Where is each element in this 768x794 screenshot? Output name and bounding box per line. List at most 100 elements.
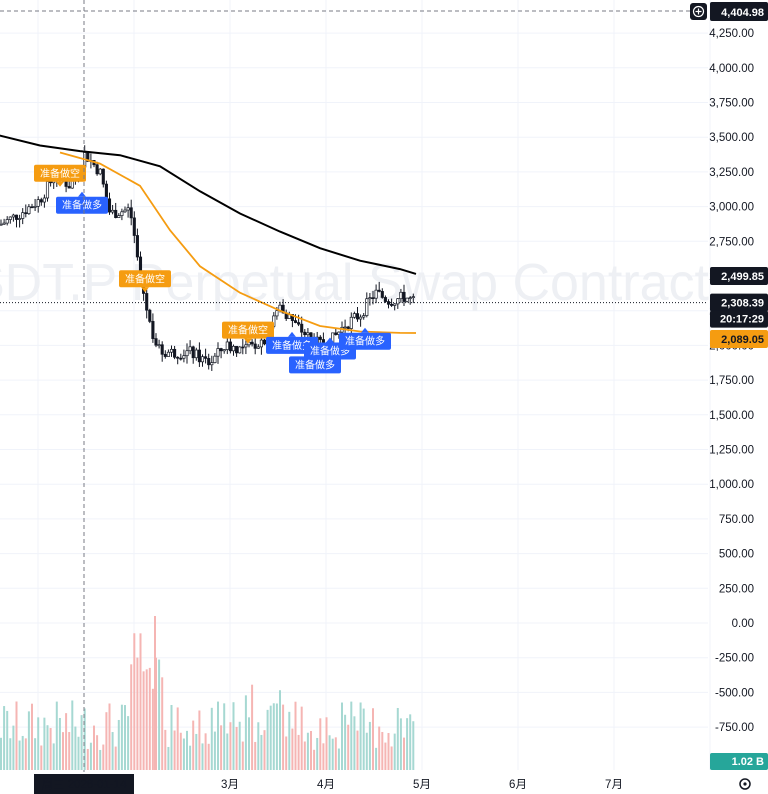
plus-icon-ring	[692, 5, 705, 18]
volume-bar	[204, 733, 207, 770]
volume-bar	[316, 737, 319, 770]
candle-body	[126, 207, 130, 211]
candle-body	[151, 321, 155, 339]
price-labels: 4,404.98 2,499.85 2,308.39 20:17:29 2,089.05…	[690, 2, 768, 770]
crosshair-price-label: 4,404.98	[721, 7, 764, 19]
bar-countdown-label: 20:17:29	[720, 314, 764, 326]
candle-body	[179, 357, 183, 360]
volume-bar	[139, 633, 142, 770]
candle-body	[241, 346, 245, 349]
volume-bar	[24, 738, 27, 770]
y-tick-label: 750.00	[719, 514, 754, 526]
volume-bar	[133, 633, 136, 770]
candle-body	[362, 315, 366, 318]
volume-bar	[99, 749, 102, 770]
volume-bar	[223, 703, 226, 770]
volume-bar	[102, 744, 105, 770]
crosshair-date-label: 周三 2026-01-14	[41, 778, 127, 791]
volume-bar	[279, 690, 281, 770]
candle-body	[281, 304, 285, 314]
candle-body	[176, 356, 180, 359]
plus-icon-cross	[695, 8, 702, 15]
candle-body	[36, 199, 40, 207]
volume-bar	[83, 708, 86, 770]
volume-bar	[21, 735, 24, 770]
candle-body	[238, 346, 242, 354]
volume-bar	[3, 706, 6, 770]
crosshair-price-label-bg	[710, 2, 768, 21]
y-tick-label: -500.00	[715, 687, 754, 699]
candle-body	[399, 291, 403, 300]
volume-bar	[37, 717, 40, 770]
volume-bar	[161, 677, 164, 770]
volume-bar	[347, 724, 350, 770]
candle-body	[98, 168, 102, 175]
x-tick-label: 3月	[221, 779, 239, 791]
signal-badge-pointer	[141, 287, 149, 293]
candle-body	[204, 356, 208, 359]
candle-body	[390, 303, 394, 306]
volume-bar	[86, 748, 89, 770]
volume-bar	[186, 730, 188, 770]
volume-bar	[52, 743, 55, 770]
crosshair	[0, 0, 690, 772]
y-tick-label: 0.00	[732, 618, 754, 630]
candle-body	[8, 216, 12, 220]
volume-bar	[260, 734, 263, 770]
time-axis[interactable]: 3月 4月 5月 6月 7月 周三 2026-01-14	[34, 774, 751, 794]
candle-body	[411, 296, 415, 298]
y-tick-label: 3,000.00	[709, 202, 754, 214]
candle-body	[104, 183, 108, 200]
volume-bar	[0, 737, 2, 770]
volume-bar	[93, 725, 95, 770]
y-tick-label: 1,000.00	[709, 479, 754, 491]
moving-averages	[0, 134, 708, 334]
x-tick-label: 6月	[509, 779, 527, 791]
volume-bar	[68, 732, 71, 770]
candle-body	[18, 218, 22, 220]
volume-label-bg	[710, 753, 768, 770]
moving-average-line-ma_short	[59, 151, 417, 334]
settings-gear-icon[interactable]	[739, 778, 751, 790]
candle-body	[216, 348, 220, 357]
price-axis[interactable]: 4,250.00 4,000.00 3,750.00 3,500.00 3,250.00…	[709, 28, 754, 734]
add-alert-plus-icon[interactable]	[690, 3, 707, 20]
candle-body	[368, 297, 372, 300]
candle-body	[30, 206, 34, 209]
grid-lines	[0, 0, 711, 770]
volume-bar	[331, 738, 334, 770]
svg-text:SDT.P Perpetual Swap Contract: SDT.P Perpetual Swap Contract	[0, 254, 710, 312]
volume-bar	[158, 659, 161, 770]
volume-bar	[319, 718, 322, 770]
signal-badge-label: 准备做空	[228, 324, 268, 337]
y-tick-label: 3,250.00	[709, 167, 754, 179]
volume-bar	[359, 702, 362, 770]
volume-bar	[229, 722, 232, 770]
signal-badge-label: 准备做多	[295, 358, 335, 371]
signal-badge-label: 准备做空	[40, 167, 80, 180]
candle-body	[225, 341, 229, 350]
volume-bar	[254, 741, 257, 770]
volume-bar	[232, 702, 235, 770]
candle-body	[67, 186, 71, 189]
signal-badge-long: 准备做多	[56, 191, 108, 214]
volume-bar	[167, 746, 170, 770]
volume-bar	[12, 725, 15, 770]
volume-bar	[217, 701, 219, 770]
volume-bar	[300, 706, 303, 770]
candle-body	[253, 343, 257, 349]
candle-body	[27, 206, 31, 214]
y-tick-label: 4,250.00	[709, 28, 754, 40]
volume-bar	[164, 729, 167, 770]
candle-body	[160, 344, 164, 355]
candle-body	[182, 355, 186, 359]
candle-body	[210, 362, 214, 366]
volume-bar	[381, 731, 384, 770]
candle-body	[194, 349, 198, 359]
volume-bar	[356, 730, 359, 770]
volume-bar	[310, 730, 312, 770]
signal-badge-bg	[339, 332, 391, 350]
candle-body	[349, 316, 353, 329]
candle-body	[405, 297, 409, 302]
